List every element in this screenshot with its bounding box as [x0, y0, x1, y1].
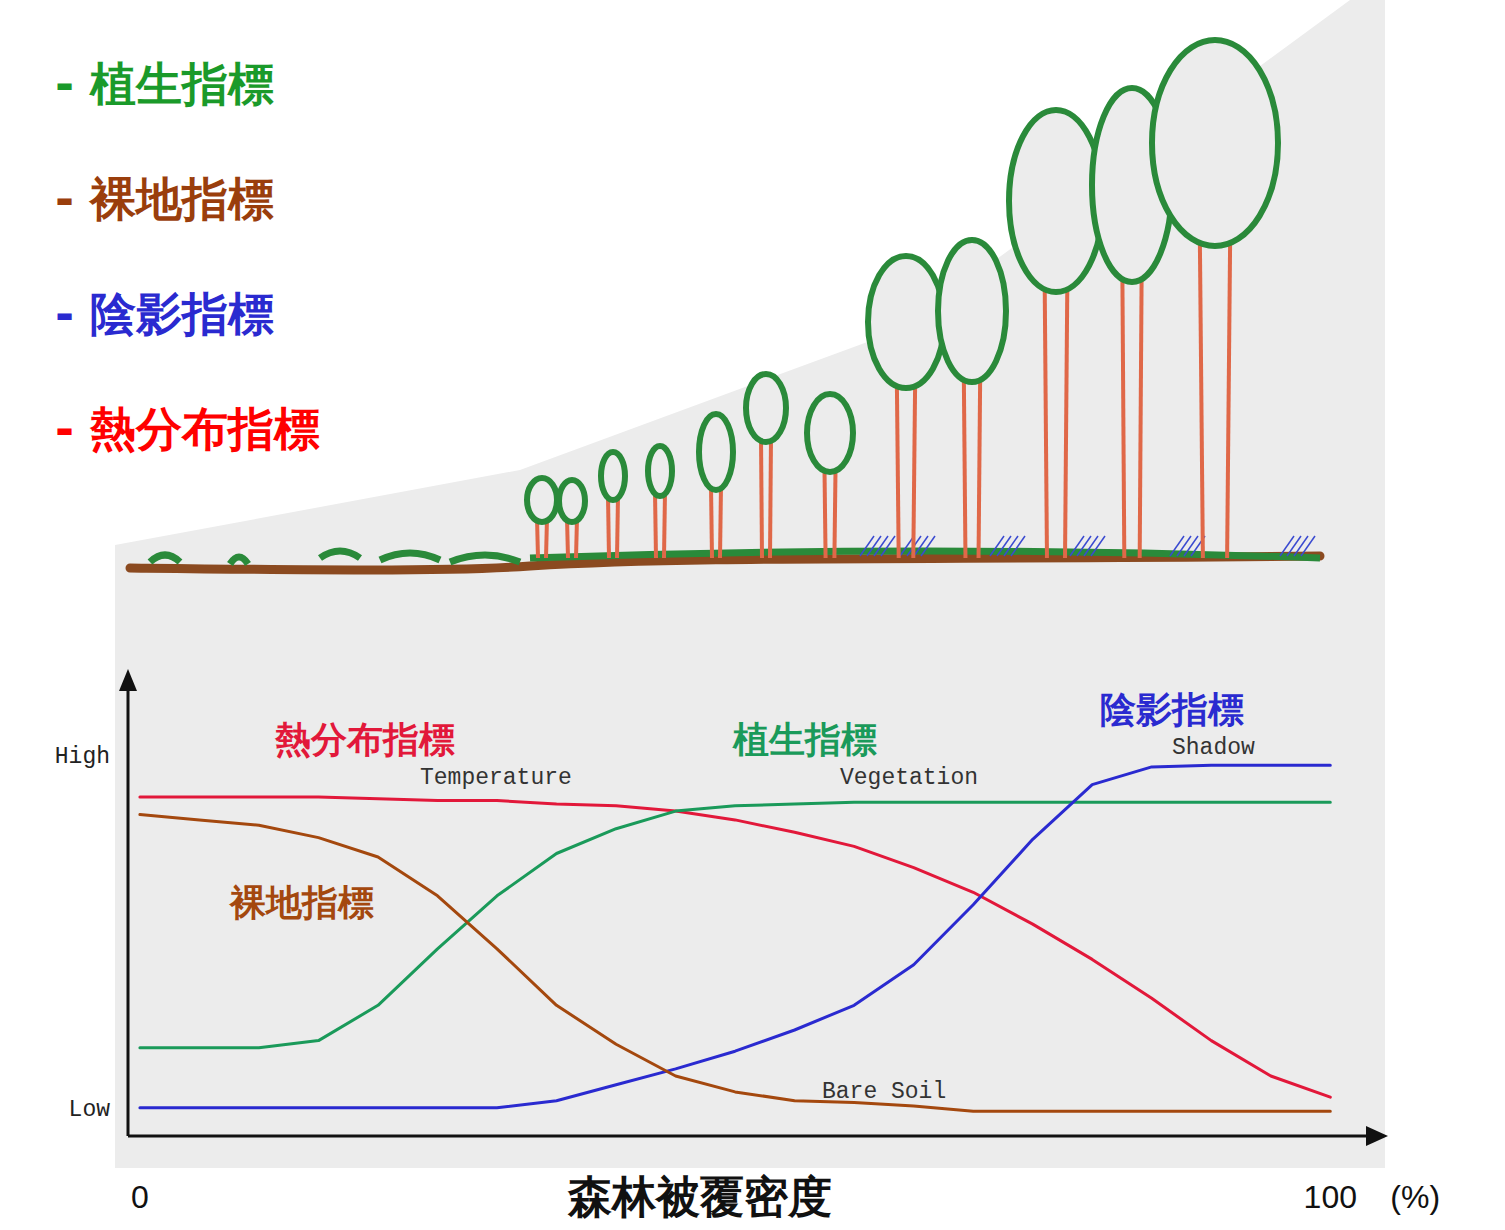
y-axis-arrow [119, 669, 137, 691]
tree-crown [648, 446, 672, 496]
tree-crown [527, 478, 557, 522]
tree-trunk [1065, 288, 1067, 558]
tree-trunk [711, 486, 712, 558]
tree-crown [938, 240, 1006, 382]
tree-trunk [617, 496, 618, 558]
series-label: 熱分布指標 [274, 719, 455, 760]
tree-trunk [664, 492, 665, 558]
tree-trunk [897, 384, 899, 558]
shadow-hatch [874, 536, 888, 556]
grass [150, 555, 180, 562]
x-tick-label: 100 [1304, 1179, 1357, 1215]
shadow-hatch [1184, 536, 1198, 556]
shadow-hatch [914, 536, 928, 556]
shadow-hatch [1070, 536, 1084, 556]
shadow-hatch [1170, 536, 1184, 556]
tree-crown [868, 256, 944, 388]
shadow-hatch [860, 536, 874, 556]
series-name: Bare Soil [822, 1079, 946, 1105]
y-tick-label: High [55, 744, 110, 770]
x-tick-label: 0 [131, 1179, 149, 1215]
x-axis [128, 1135, 1366, 1138]
tree-crown [559, 480, 585, 522]
shadow-hatch [1091, 536, 1105, 556]
tree-trunk [761, 438, 762, 558]
series-name: Vegetation [840, 765, 978, 791]
tree-trunk [655, 492, 656, 558]
shadow-hatch [1301, 536, 1315, 556]
header-item: - 裸地指標 [55, 172, 274, 226]
header-item: - 熱分布指標 [55, 402, 320, 456]
shadow-hatch [1004, 536, 1018, 556]
grass [380, 553, 440, 560]
forest-illustration [130, 40, 1320, 570]
grass [320, 551, 360, 558]
tree-trunk [1227, 242, 1230, 558]
series-name: Shadow [1172, 735, 1255, 761]
tree-crown [1009, 110, 1103, 292]
shadow-hatch [867, 536, 881, 556]
shadow-hatch [1084, 536, 1098, 556]
shadow-hatch [1287, 536, 1301, 556]
paper-background [115, 0, 1385, 1168]
tree-trunk [720, 486, 721, 558]
shadow-hatch [1077, 536, 1091, 556]
shadow-hatch [1011, 536, 1025, 556]
tree-trunk [770, 438, 771, 558]
series-label: 植生指標 [732, 719, 877, 760]
series-line [140, 765, 1330, 1107]
tree-crown [1152, 40, 1278, 246]
chart-root: - 植生指標 - 裸地指標 - 陰影指標 - 熱分布指標 Low High 0 100 (%) 森… [0, 0, 1505, 1230]
header-item: - 陰影指標 [55, 287, 274, 341]
shadow-hatch [990, 536, 1004, 556]
series-label: 裸地指標 [228, 882, 374, 923]
y-axis [127, 691, 130, 1136]
ground [130, 556, 1320, 570]
shadow-hatch [997, 536, 1011, 556]
shadow-hatch [881, 536, 895, 556]
series-group [140, 765, 1330, 1111]
tree-trunk [913, 384, 915, 558]
x-axis-title: 森林被覆密度 [567, 1171, 832, 1222]
tree-trunk [1045, 288, 1047, 558]
tree-crown [807, 394, 853, 472]
tree-trunk [824, 468, 825, 558]
y-tick-label: Low [69, 1097, 111, 1123]
tree-trunk [834, 468, 835, 558]
tree-trunk [1200, 242, 1203, 558]
tree-crown [601, 452, 625, 500]
x-axis-arrow [1366, 1126, 1388, 1146]
grass [450, 555, 520, 562]
series-name: Temperature [420, 765, 572, 791]
x-unit: (%) [1390, 1179, 1440, 1215]
shadow-hatch [1294, 536, 1308, 556]
axes: Low High 0 100 (%) 森林被覆密度 [55, 669, 1440, 1222]
tree-trunk [964, 378, 966, 558]
shadow-hatch [1280, 536, 1294, 556]
series-line [140, 815, 1330, 1112]
series-label: 陰影指標 [1100, 689, 1244, 730]
tree-trunk [979, 378, 981, 558]
shadow-hatch [1177, 536, 1191, 556]
tree-trunk [1140, 278, 1142, 558]
tree-trunk [608, 496, 609, 558]
header-item: - 植生指標 [55, 57, 274, 111]
tree-crown [746, 374, 786, 442]
tree-trunk [1122, 278, 1124, 558]
grass [230, 557, 248, 564]
tree-crown [699, 414, 733, 490]
shadow-hatch [921, 536, 935, 556]
